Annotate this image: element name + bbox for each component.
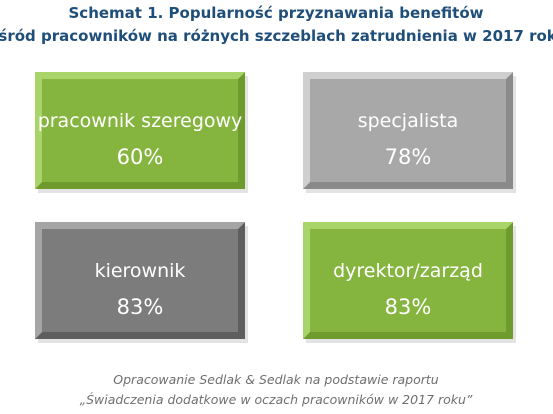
- tile-label: dyrektor/zarząd: [333, 260, 483, 282]
- tile-value: 60%: [117, 145, 164, 169]
- title-line: Schemat 1. Popularność przyznawania bene…: [69, 4, 484, 22]
- tile-value: 78%: [385, 145, 432, 169]
- tile: [42, 229, 238, 332]
- title-line: wśród pracowników na różnych szczeblach …: [0, 27, 553, 45]
- tile-value: 83%: [117, 295, 164, 319]
- tile: [42, 79, 238, 182]
- tile-value: 83%: [385, 295, 432, 319]
- tile-label: specjalista: [358, 110, 459, 132]
- tile-label: kierownik: [95, 260, 186, 282]
- caption-line: Opracowanie Sedlak & Sedlak na podstawie…: [113, 372, 438, 387]
- caption-line: „Świadczenia dodatkowe w oczach pracowni…: [80, 392, 473, 407]
- tile: [310, 79, 506, 182]
- tile: [310, 229, 506, 332]
- tile-label: pracownik szeregowy: [38, 110, 243, 132]
